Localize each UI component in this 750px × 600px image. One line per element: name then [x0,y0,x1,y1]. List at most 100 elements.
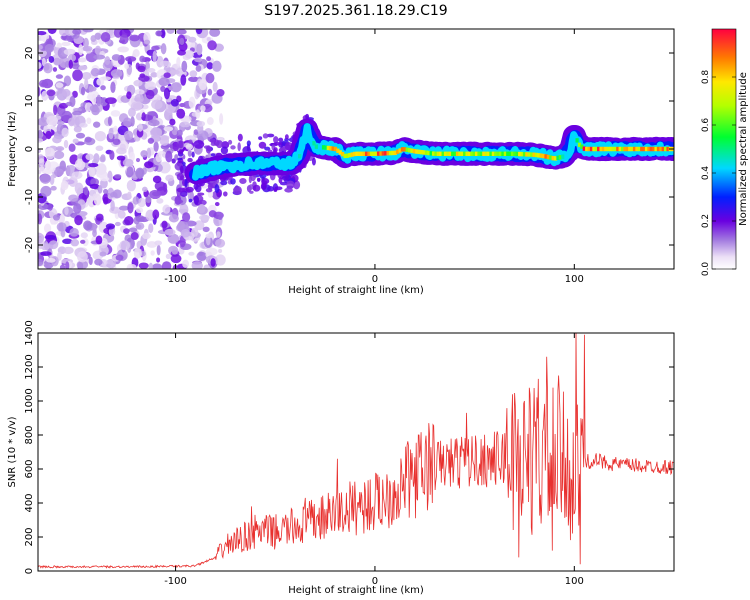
ridge-core [384,151,388,156]
noise-blob [80,239,86,244]
noise-blob [182,259,190,268]
noise-blob [176,56,181,67]
noise-blob [80,86,86,96]
ridge-core [458,151,462,156]
noise-blob [47,203,53,211]
y-tick-label: 800 [24,425,35,444]
noise-blob [55,82,64,88]
noise-blob [284,187,293,193]
noise-blob [123,228,130,234]
noise-blob [193,129,199,136]
noise-blob [218,248,223,253]
noise-blob [216,88,225,97]
ridge-core [297,154,302,159]
noise-blob [58,102,69,109]
noise-blob [38,86,41,97]
ridge-core [539,153,543,158]
noise-blob [230,145,236,150]
ridge-core [439,151,443,156]
noise-blob [104,97,117,104]
ridge-core [369,151,373,156]
noise-blob [53,150,65,160]
ridge-core [640,146,644,152]
noise-blob [102,60,113,72]
ridge-core [400,147,405,152]
noise-blob [160,85,166,93]
ridge-core [558,155,562,160]
noise-blob [61,127,69,138]
ridge-core [632,146,637,152]
noise-blob [78,57,87,63]
ridge-core [613,146,617,152]
noise-blob [218,215,223,221]
noise-blob [119,205,130,211]
ridge-core [460,151,464,156]
noise-blob [179,165,184,174]
noise-blob [71,171,83,179]
ridge-core [520,151,524,157]
noise-blob [278,177,283,184]
noise-blob [184,50,194,59]
noise-blob [93,121,101,128]
ridge-core [455,151,460,156]
colorbar-tick-label: 0.4 [701,166,711,181]
ridge-core [508,151,512,156]
noise-blob [90,86,97,92]
noise-blob [185,186,194,193]
noise-blob [38,232,45,244]
noise-blob [154,181,166,191]
noise-blob [88,166,96,178]
colorbar-ticks: 0.0 0.2 0.4 0.6 0.8 [701,70,736,276]
colorbar-label: Normalized spectral amplitude [738,72,749,226]
noise-blob [82,45,93,52]
noise-blob [206,56,212,62]
colorbar-tick-label: 0.6 [701,118,711,133]
noise-blob [128,151,135,162]
noise-blob [159,135,170,146]
noise-blob [155,152,162,163]
noise-blob [205,145,212,154]
ridge-core [618,146,622,152]
noise-blob [83,186,89,196]
noise-blob [95,145,104,152]
ridge-core [556,155,560,161]
noise-blob [148,262,154,269]
noise-blob [176,187,186,193]
noise-blob [153,141,159,152]
noise-blob [40,185,52,197]
ridge-core [585,146,589,152]
noise-blob [126,166,134,177]
noise-blob [126,263,133,269]
heatmap-marks [38,29,674,269]
noise-blob [212,60,222,72]
noise-blob [279,146,287,153]
ridge-core [494,151,498,156]
noise-blob [219,113,224,125]
noise-blob [64,206,69,216]
noise-blob [134,89,145,96]
noise-blob [95,213,104,221]
ridge-core [604,146,608,152]
noise-blob [129,34,140,42]
noise-blob [74,158,86,171]
noise-blob [124,63,129,70]
ridge-core [333,146,338,152]
noise-blob [110,110,121,117]
ridge-core [515,151,519,157]
noise-blob [150,250,155,256]
ridge-core [506,151,510,156]
ridge-core [654,146,658,152]
noise-blob [52,136,62,144]
noise-blob [281,175,289,181]
ridge-core [374,151,378,156]
noise-blob [286,180,295,189]
noise-blob [165,150,173,163]
ridge-core [463,151,467,156]
ridge-core [623,146,627,152]
noise-blob [44,43,54,53]
noise-blob [79,122,88,128]
noise-blob [197,199,207,206]
snr-series-line [38,333,674,569]
noise-blob [175,199,184,204]
